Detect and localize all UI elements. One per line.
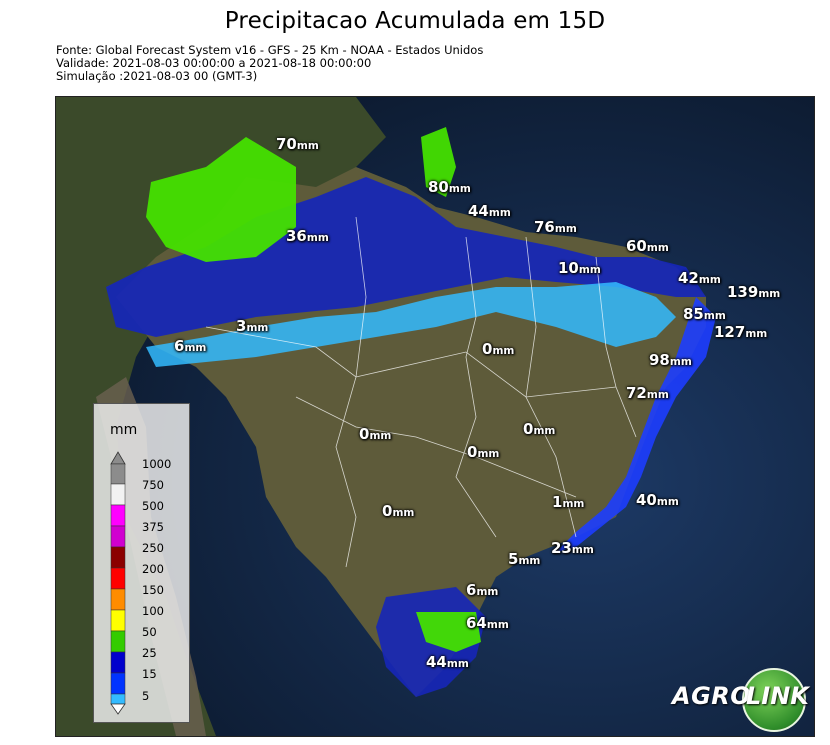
legend-tick: 5 xyxy=(142,689,150,703)
colorbar-top-arrow xyxy=(110,451,126,465)
northwest-green-zone xyxy=(146,137,296,262)
simulation-line: Simulação :2021-08-03 00 (GMT-3) xyxy=(56,69,258,83)
legend-tick: 750 xyxy=(142,478,164,492)
colorbar-swatch xyxy=(110,693,126,705)
colorbar-swatch xyxy=(110,567,126,590)
colorbar-swatch xyxy=(110,546,126,569)
colorbar-swatch xyxy=(110,672,126,695)
colorbar-swatch xyxy=(110,483,126,506)
chart-title: Precipitacao Acumulada em 15D xyxy=(224,8,606,34)
rain-label: 0mm xyxy=(382,502,415,520)
rain-label: 3mm xyxy=(236,317,269,335)
colorbar-swatch xyxy=(110,609,126,632)
colorbar xyxy=(110,451,126,715)
rain-label: 64mm xyxy=(466,614,509,632)
logo-circle xyxy=(742,668,806,732)
logo-text-link: LINK xyxy=(746,682,809,710)
light-blue-band xyxy=(146,282,676,367)
rain-label: 85mm xyxy=(683,305,726,323)
legend-tick: 250 xyxy=(142,541,164,555)
rain-label: 72mm xyxy=(626,384,669,402)
rain-label: 70mm xyxy=(276,135,319,153)
legend-tick: 25 xyxy=(142,646,157,660)
rain-label: 0mm xyxy=(482,340,515,358)
rain-label: 6mm xyxy=(466,581,499,599)
rain-label: 127mm xyxy=(714,323,768,341)
legend-title: mm xyxy=(110,422,138,438)
rain-label: 60mm xyxy=(626,237,669,255)
rain-label: 40mm xyxy=(636,491,679,509)
rain-label: 36mm xyxy=(286,227,329,245)
rain-label: 0mm xyxy=(467,443,500,461)
rain-label: 10mm xyxy=(558,259,601,277)
colorbar-swatch xyxy=(110,630,126,653)
rain-label: 98mm xyxy=(649,351,692,369)
logo-text-agro: AGRO xyxy=(672,682,752,710)
rain-label: 44mm xyxy=(468,202,511,220)
state-borders xyxy=(205,216,637,568)
colorbar-swatch xyxy=(110,504,126,527)
chart-metadata: Fonte: Global Forecast System v16 - GFS … xyxy=(56,44,483,83)
colorbar-legend: mm 1000 750 500 375 250 200 150 100 50 2… xyxy=(93,403,190,723)
source-line: Fonte: Global Forecast System v16 - GFS … xyxy=(56,43,484,57)
rain-label: 76mm xyxy=(534,218,577,236)
south-green-zone xyxy=(416,612,481,652)
legend-tick: 150 xyxy=(142,583,164,597)
rain-label: 42mm xyxy=(678,269,721,287)
rain-label: 23mm xyxy=(551,539,594,557)
rain-label: 139mm xyxy=(727,283,781,301)
legend-tick: 50 xyxy=(142,625,157,639)
east-coast-rain-zone xyxy=(556,297,716,552)
rain-label: 80mm xyxy=(428,178,471,196)
rain-label: 0mm xyxy=(523,420,556,438)
legend-tick: 1000 xyxy=(142,457,172,471)
colorbar-bottom-arrow xyxy=(110,703,126,715)
legend-tick: 15 xyxy=(142,667,157,681)
rain-label: 0mm xyxy=(359,425,392,443)
rain-label: 44mm xyxy=(426,653,469,671)
legend-tick: 500 xyxy=(142,499,164,513)
colorbar-swatch xyxy=(110,588,126,611)
rain-label: 6mm xyxy=(174,337,207,355)
agrolink-logo: AGRO LINK xyxy=(670,666,809,732)
rain-label: 5mm xyxy=(508,550,541,568)
validity-line: Validade: 2021-08-03 00:00:00 a 2021-08-… xyxy=(56,56,372,70)
north-green-zone xyxy=(421,127,456,197)
legend-tick: 100 xyxy=(142,604,164,618)
colorbar-swatch xyxy=(110,463,126,485)
rain-label: 1mm xyxy=(552,493,585,511)
legend-tick: 375 xyxy=(142,520,164,534)
colorbar-swatch xyxy=(110,651,126,674)
legend-tick: 200 xyxy=(142,562,164,576)
colorbar-swatch xyxy=(110,525,126,548)
